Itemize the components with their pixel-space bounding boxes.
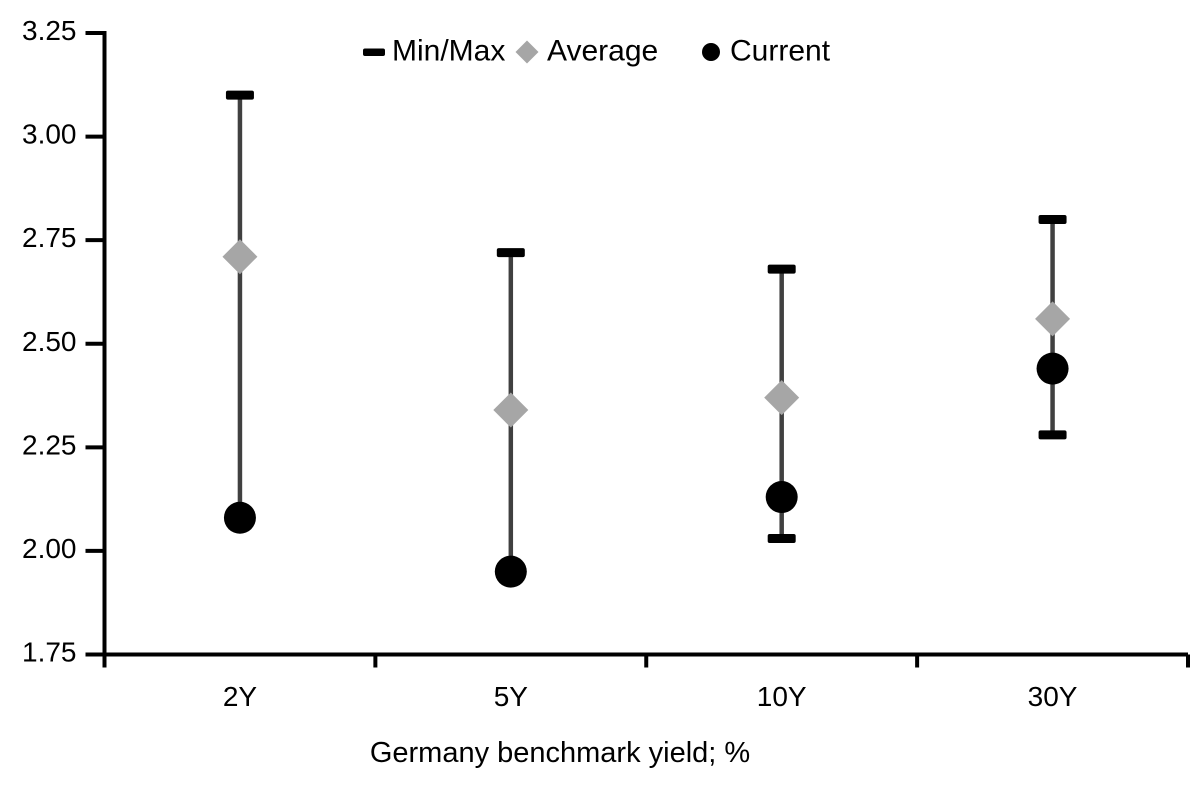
- current-marker-30Y: [1036, 352, 1069, 385]
- category-label-30Y: 30Y: [1028, 681, 1078, 712]
- min-cap-30Y: [1038, 430, 1067, 440]
- y-tick-label-2.75: 2.75: [22, 222, 77, 253]
- average-marker-5Y: [493, 392, 529, 428]
- y-tick-label-2.25: 2.25: [22, 429, 77, 460]
- max-cap-5Y: [496, 248, 525, 258]
- legend-minmax-dash-icon: [363, 48, 385, 56]
- data-series: [222, 90, 1071, 588]
- legend-average-label: Average: [547, 35, 658, 68]
- y-tick-label-2.50: 2.50: [22, 326, 77, 357]
- category-label-2Y: 2Y: [223, 681, 258, 712]
- y-tick-label-2.00: 2.00: [22, 533, 77, 564]
- legend-current-label: Current: [730, 35, 831, 68]
- y-tick-label-1.75: 1.75: [22, 637, 77, 668]
- max-cap-10Y: [767, 264, 796, 274]
- y-tick-label-3.25: 3.25: [22, 15, 77, 46]
- current-marker-2Y: [223, 501, 256, 534]
- legend: Min/Max Average Current: [363, 35, 831, 68]
- max-cap-30Y: [1038, 214, 1067, 224]
- average-marker-30Y: [1035, 301, 1071, 337]
- current-marker-10Y: [765, 481, 798, 514]
- category-label-5Y: 5Y: [494, 681, 529, 712]
- legend-minmax-label: Min/Max: [392, 35, 505, 68]
- min-cap-10Y: [767, 533, 796, 543]
- y-tick-label-3.00: 3.00: [22, 119, 77, 150]
- category-label-10Y: 10Y: [757, 681, 807, 712]
- max-cap-2Y: [225, 90, 254, 100]
- axes: 1.75 2.00 2.25 2.50 2.75 3.00 3.25 2Y 5Y 10Y 30Y: [22, 15, 1190, 712]
- average-marker-2Y: [222, 239, 258, 275]
- current-marker-5Y: [494, 555, 527, 588]
- legend-average-diamond-icon: [515, 40, 539, 64]
- x-axis-title: Germany benchmark yield; %: [370, 737, 750, 769]
- average-marker-10Y: [764, 380, 800, 416]
- legend-current-circle-icon: [702, 43, 720, 61]
